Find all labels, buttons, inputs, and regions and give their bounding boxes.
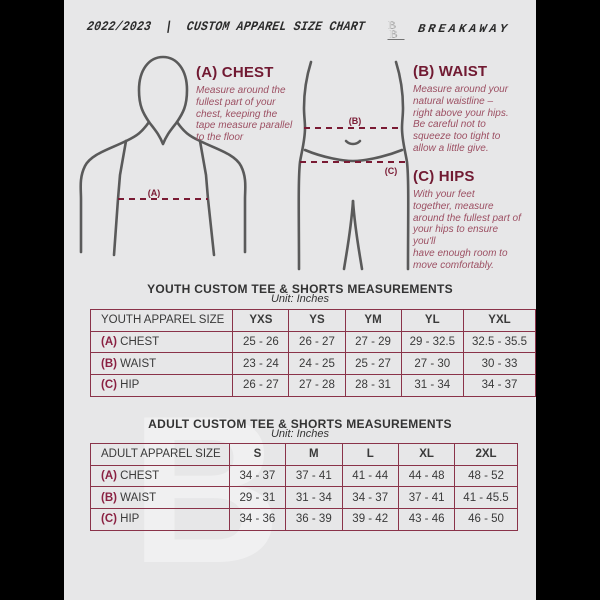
svg-text:(C): (C) — [385, 166, 398, 176]
svg-text:(B): (B) — [349, 116, 362, 126]
svg-text:B: B — [390, 27, 398, 41]
svg-text:(A): (A) — [148, 188, 161, 198]
